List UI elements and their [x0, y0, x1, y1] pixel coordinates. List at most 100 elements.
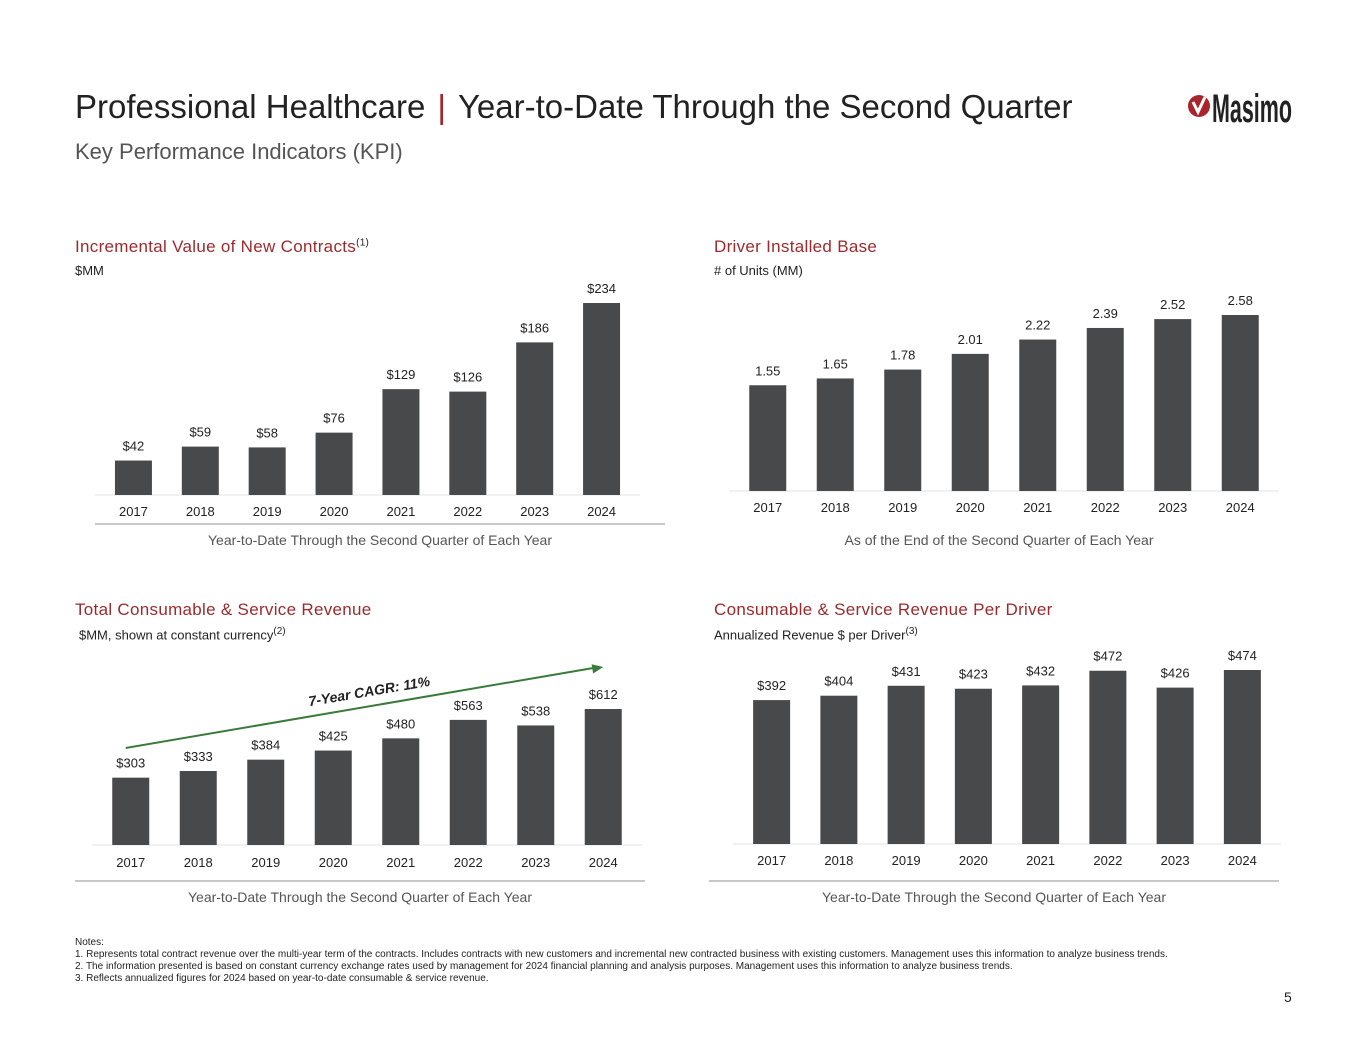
bar-2021 [382, 738, 420, 845]
cagr-arrow [125, 664, 604, 749]
data-label-2019: $384 [251, 738, 280, 753]
x-tick-2021: 2021 [386, 504, 415, 519]
x-tick-2017: 2017 [116, 855, 145, 870]
data-label-2022: $126 [453, 370, 482, 385]
x-tick-2023: 2023 [1158, 500, 1187, 515]
panel-1-title: Incremental Value of New Contracts(1) [75, 237, 369, 257]
panel-1-footer: Year-to-Date Through the Second Quarter … [207, 532, 552, 548]
data-label-2021: $432 [1026, 663, 1055, 678]
data-label-2017: $303 [116, 756, 145, 771]
data-label-2018: $333 [184, 749, 213, 764]
cagr-arrow-line [125, 667, 594, 749]
data-label-2022: $472 [1093, 649, 1122, 664]
cagr-arrow-head-icon [591, 664, 604, 674]
x-tick-2021: 2021 [1023, 500, 1052, 515]
panel-1-title-sup: (1) [356, 237, 370, 249]
x-tick-2024: 2024 [589, 855, 618, 870]
data-label-2017: 1.55 [755, 363, 780, 378]
x-tick-2023: 2023 [1161, 853, 1190, 868]
notes-heading: Notes: [75, 937, 104, 948]
data-label-2019: $431 [892, 664, 921, 679]
data-label-2021: 2.22 [1025, 318, 1050, 333]
bar-2017 [753, 700, 791, 844]
panel-3-footer: Year-to-Date Through the Second Quarter … [187, 889, 532, 905]
bar-2017 [114, 460, 152, 495]
panel-2-title: Driver Installed Base [714, 237, 877, 257]
data-label-2020: $423 [959, 667, 988, 682]
note-item-3: 3. Reflects annualized figures for 2024 … [75, 973, 489, 984]
bar-2023 [1154, 319, 1192, 491]
data-label-2023: $538 [521, 703, 550, 718]
data-label-2019: $58 [256, 425, 278, 440]
title-separator: | [437, 88, 446, 125]
x-tick-2020: 2020 [959, 853, 988, 868]
data-label-2024: $474 [1228, 648, 1257, 663]
data-label-2021: $480 [386, 716, 415, 731]
bar-2017 [749, 385, 787, 491]
data-label-2017: $42 [123, 439, 145, 454]
x-tick-2022: 2022 [1091, 500, 1120, 515]
data-label-2024: 2.58 [1228, 293, 1253, 308]
x-tick-2023: 2023 [520, 504, 549, 519]
x-tick-2018: 2018 [186, 504, 215, 519]
bar-2024 [584, 709, 622, 845]
panel-3-title-text: Total Consumable & Service Revenue [75, 600, 372, 619]
panel-2-footer: As of the End of the Second Quarter of E… [844, 532, 1154, 548]
x-tick-2018: 2018 [821, 500, 850, 515]
bar-2023 [517, 725, 555, 845]
bar-2022 [1086, 327, 1124, 491]
bar-2020 [315, 432, 353, 495]
data-label-2018: $404 [824, 674, 853, 689]
bar-2022 [449, 391, 487, 495]
x-tick-2020: 2020 [320, 504, 349, 519]
x-tick-2017: 2017 [753, 500, 782, 515]
bar-2024 [1223, 670, 1261, 844]
bar-2019 [248, 447, 286, 495]
data-label-2018: $59 [189, 425, 211, 440]
data-label-2023: 2.52 [1160, 297, 1185, 312]
data-label-2024: $234 [587, 281, 616, 296]
bar-2020 [314, 750, 352, 845]
bar-2023 [516, 342, 554, 495]
data-label-2020: 2.01 [958, 332, 983, 347]
x-tick-2018: 2018 [824, 853, 853, 868]
contracts-bar-chart: $42 2017 $59 2018 $58 2019 $76 2020 $129 2021 $126… [95, 281, 665, 525]
x-tick-2020: 2020 [319, 855, 348, 870]
panel-4-unit-sup: (3) [905, 626, 918, 637]
data-label-2024: $612 [589, 687, 618, 702]
data-label-2017: $392 [757, 678, 786, 693]
bar-2022 [449, 719, 487, 845]
x-tick-2024: 2024 [1226, 500, 1255, 515]
title-right: Year-to-Date Through the Second Quarter [457, 88, 1073, 125]
panel-4-unit-text: Annualized Revenue $ per Driver [714, 627, 906, 643]
bar-2021 [382, 389, 420, 495]
x-tick-2018: 2018 [184, 855, 213, 870]
bar-2018 [816, 378, 854, 491]
note-item-2: 2. The information presented is based on… [75, 961, 1013, 972]
panel-2-unit: # of Units (MM) [714, 263, 803, 278]
data-label-2022: $563 [454, 698, 483, 713]
panel-3-title: Total Consumable & Service Revenue [75, 600, 372, 620]
masimo-logo: Masimo [1188, 87, 1292, 128]
data-label-2018: 1.65 [823, 356, 848, 371]
bar-2020 [954, 688, 992, 844]
x-tick-2024: 2024 [587, 504, 616, 519]
cagr-annotation: 7-Year CAGR: 11% [307, 673, 431, 709]
panel-3-unit-sup: (2) [273, 626, 286, 637]
logo-wordmark: Masimo [1212, 87, 1292, 128]
x-tick-2021: 2021 [386, 855, 415, 870]
data-label-2022: 2.39 [1093, 306, 1118, 321]
panel-3-unit-text: $MM, shown at constant currency [79, 627, 274, 643]
bar-2022 [1089, 670, 1127, 844]
page-number: 5 [1284, 989, 1292, 1005]
data-label-2019: 1.78 [890, 348, 915, 363]
x-tick-2024: 2024 [1228, 853, 1257, 868]
x-tick-2017: 2017 [757, 853, 786, 868]
bar-2023 [1156, 687, 1194, 844]
page-title: Professional Healthcare | Year-to-Date Thr… [75, 88, 1072, 126]
panel-1-unit: $MM [75, 263, 104, 278]
data-label-2023: $426 [1161, 666, 1190, 681]
x-tick-2020: 2020 [956, 500, 985, 515]
x-tick-2019: 2019 [253, 504, 282, 519]
x-tick-2022: 2022 [453, 504, 482, 519]
